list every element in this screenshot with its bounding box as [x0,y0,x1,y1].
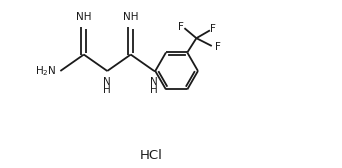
Text: NH: NH [76,12,92,22]
Text: F: F [210,24,216,34]
Text: $\mathregular{H_2N}$: $\mathregular{H_2N}$ [35,64,56,78]
Text: H: H [103,85,111,95]
Text: H: H [150,85,158,95]
Text: HCl: HCl [140,149,163,162]
Text: F: F [214,41,221,52]
Text: NH: NH [123,12,139,22]
Text: N: N [150,77,158,87]
Text: N: N [103,77,111,87]
Text: F: F [179,22,184,32]
